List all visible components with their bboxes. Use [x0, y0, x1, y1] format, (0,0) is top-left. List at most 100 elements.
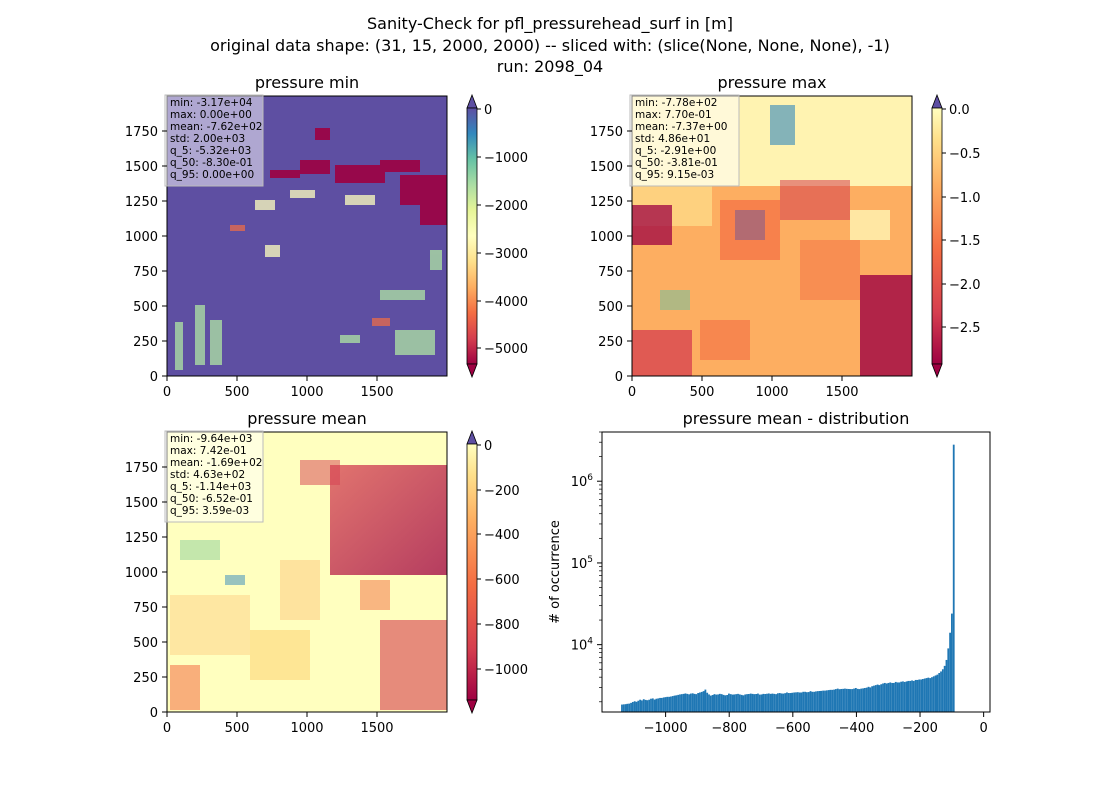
x-tick-label: −1000 [644, 721, 688, 736]
histogram-bar [825, 690, 828, 712]
stat-line: q_50: -3.81e-01 [635, 157, 718, 169]
histogram-bar [718, 693, 721, 712]
histogram-bar [802, 691, 805, 712]
stat-line: q_5: -1.14e+03 [170, 481, 251, 493]
histogram-bar [630, 702, 632, 712]
histogram-bar [624, 704, 627, 712]
histogram-bar [878, 685, 881, 712]
histogram-bar [760, 694, 763, 712]
x-tick-label: 1500 [825, 385, 858, 400]
histogram-bar [912, 680, 915, 712]
histogram-bar [726, 695, 729, 712]
histogram-bar [766, 693, 768, 712]
x-tick-label: −200 [902, 721, 938, 736]
histogram-bar [622, 704, 625, 712]
histogram-bar [858, 689, 861, 712]
x-tick-label: 0 [163, 385, 171, 400]
histogram-bar [729, 694, 732, 712]
x-tick-label: 0 [163, 721, 171, 736]
y-tick-label: 750 [598, 265, 623, 280]
histogram-bar [838, 689, 841, 712]
stat-line: min: -7.78e+02 [635, 97, 717, 109]
histogram-bar [677, 694, 680, 712]
stats-box: min: -3.17e+04 max: 0.00e+00 mean: -7.62… [164, 94, 264, 187]
histogram-bar [885, 683, 888, 712]
y-tick-label: 1500 [125, 160, 158, 175]
histogram-bar [709, 695, 712, 712]
stat-line: q_50: -6.52e-01 [170, 493, 253, 505]
stat-line: q_95: 9.15e-03 [635, 169, 714, 181]
panel-title: pressure mean [247, 409, 367, 428]
histogram-bar [702, 691, 705, 712]
histogram-bar [804, 691, 806, 712]
colorbar: 0 −200 −400 −600 −800 −1000 [466, 429, 528, 715]
histogram-bar [778, 693, 781, 712]
histogram-bar [733, 694, 736, 712]
histogram-bar [686, 693, 689, 712]
stat-line: min: -9.64e+03 [170, 433, 252, 445]
histogram-bar [856, 688, 859, 712]
stat-line: max: 7.42e-01 [170, 445, 247, 457]
histogram-bar [762, 693, 765, 712]
histogram-bar [621, 704, 623, 712]
histogram-bar [771, 693, 774, 712]
cb-tick-label: −400 [484, 528, 520, 543]
histogram-bar [648, 699, 651, 712]
histogram-bar [936, 674, 939, 712]
colorbar-gradient [466, 443, 478, 701]
panel-pressure-mean-distribution: pressure mean - distribution # of occurr… [548, 409, 991, 736]
histogram-bar [793, 692, 796, 712]
histogram-bar [662, 697, 665, 712]
histogram-bar [929, 678, 932, 712]
histogram-bar [798, 692, 801, 712]
histogram-bar [688, 694, 690, 712]
histogram-bar [655, 698, 658, 712]
suptitle-line1: Sanity-Check for pfl_pressurehead_surf i… [367, 14, 733, 34]
histogram-bar [849, 689, 852, 712]
y-tick-label: 250 [133, 671, 158, 686]
stat-line: max: 0.00e+00 [170, 109, 252, 121]
x-tick-label: 1000 [290, 385, 323, 400]
histogram-bar [943, 665, 946, 712]
histogram-bar [945, 659, 948, 712]
histogram-bar [864, 687, 866, 712]
histogram-bar [671, 696, 674, 712]
histogram-bar [902, 681, 904, 712]
histogram-bar [876, 684, 879, 712]
axes-frame [601, 431, 991, 713]
histogram-bar [815, 691, 817, 712]
histogram-bar [862, 688, 864, 712]
stat-line: std: 4.63e+02 [170, 469, 245, 481]
y-tick-label: 0 [615, 370, 623, 385]
cb-tick-label: −0.5 [949, 147, 981, 162]
histogram-bar [934, 675, 937, 712]
histogram-bar [903, 681, 906, 712]
cb-tick-label: 0.0 [949, 103, 970, 118]
histogram-bar [925, 678, 928, 712]
stat-line: max: 7.70e-01 [635, 109, 712, 121]
cb-tick-label: −1000 [484, 151, 528, 166]
histogram-bar [824, 690, 826, 712]
x-axis: −1000 −800 −600 −400 −200 0 [644, 712, 988, 736]
histogram-bar [776, 693, 779, 712]
histogram-bar [833, 689, 835, 712]
stat-line: std: 4.86e+01 [635, 133, 710, 145]
x-tick-label: 500 [225, 721, 250, 736]
x-tick-label: 1500 [360, 385, 393, 400]
histogram-bar [820, 690, 823, 712]
cb-tick-label: −1.0 [949, 191, 981, 206]
panel-pressure-max: pressure max min: -7.78e+02 max: 7.70e-0… [590, 73, 981, 400]
x-axis: 0 500 1000 1500 [163, 712, 394, 736]
histogram-bar [673, 695, 676, 712]
histogram-bar [883, 682, 886, 712]
colorbar-extend-top [466, 429, 478, 445]
y-axis: 104 105 106 [571, 431, 602, 703]
histogram-bar [947, 648, 950, 712]
histogram-bar [751, 693, 754, 712]
histogram-bar [747, 694, 750, 712]
histogram-bar [809, 691, 812, 712]
colorbar-gradient [931, 107, 943, 365]
histogram-bar [927, 677, 930, 712]
histogram-bar [631, 701, 634, 712]
histogram-bar [653, 699, 656, 712]
